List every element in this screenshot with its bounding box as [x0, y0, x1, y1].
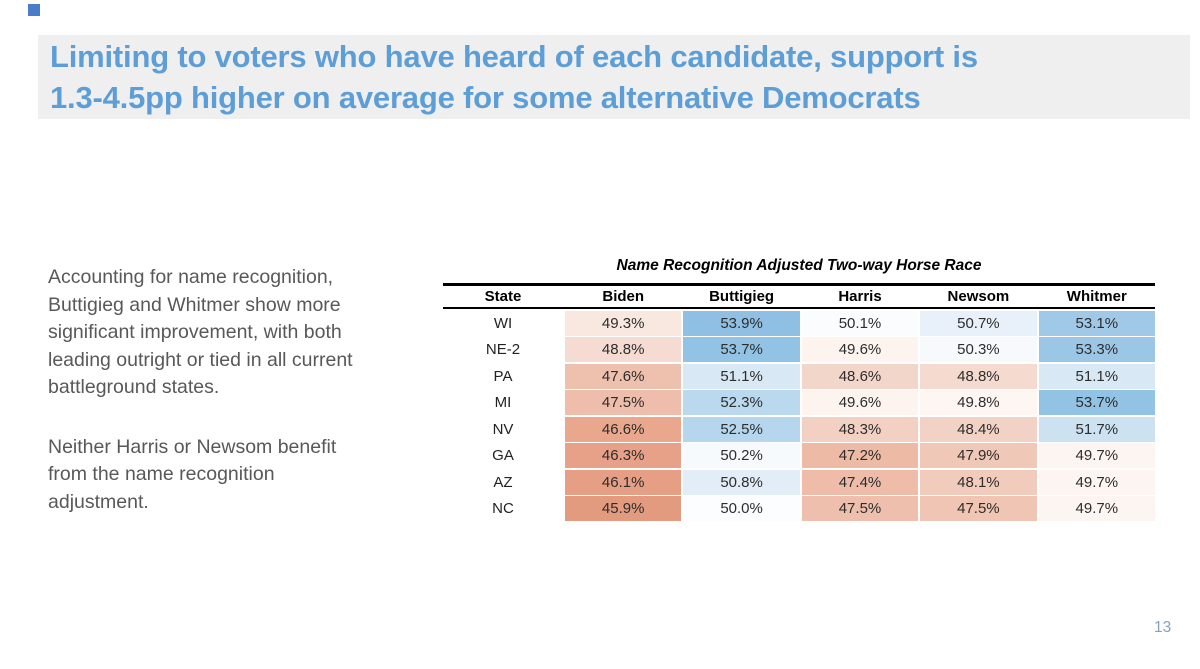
col-header-state: State [484, 288, 522, 305]
state-cell: PA [443, 363, 563, 389]
horse-race-table: Name Recognition Adjusted Two-way Horse … [443, 257, 1155, 521]
state-cell: MI [443, 390, 563, 415]
value-cell: 48.1% [920, 469, 1037, 495]
state-cell: GA [443, 443, 563, 468]
value-cell: 49.7% [1038, 469, 1155, 495]
col-header-harris: Harris [838, 288, 882, 305]
value-cell: 48.3% [801, 416, 919, 442]
value-cell: 53.7% [1038, 390, 1155, 415]
value-cell: 48.8% [565, 337, 682, 362]
col-header-newsom: Newsom [947, 288, 1010, 305]
value-cell: 51.1% [1038, 363, 1155, 389]
value-cell: 47.2% [801, 443, 919, 468]
value-cell: 49.6% [801, 390, 919, 415]
table-title: Name Recognition Adjusted Two-way Horse … [616, 257, 982, 274]
table-header-row: State Biden Buttigieg Harris Newsom Whit… [443, 283, 1155, 309]
value-cell: 47.6% [565, 363, 682, 389]
value-cell: 47.5% [920, 496, 1037, 521]
value-cell: 51.1% [683, 363, 800, 389]
page-number: 13 [1154, 619, 1172, 636]
state-cell: WI [443, 310, 563, 336]
value-cell: 50.8% [683, 469, 800, 495]
state-cell: NE-2 [443, 337, 563, 362]
value-cell: 52.3% [683, 390, 800, 415]
table-row: GA 46.3% 50.2% 47.2% 47.9% 49.7% [443, 443, 1155, 468]
table-row: NC 45.9% 50.0% 47.5% 47.5% 49.7% [443, 496, 1155, 521]
value-cell: 48.4% [920, 416, 1037, 442]
value-cell: 50.3% [920, 337, 1037, 362]
col-header-biden: Biden [602, 288, 645, 305]
table-row: AZ 46.1% 50.8% 47.4% 48.1% 49.7% [443, 469, 1155, 495]
commentary-paragraph-2: Neither Harris or Newsom benefit from th… [48, 435, 337, 513]
value-cell: 53.3% [1038, 337, 1155, 362]
value-cell: 48.6% [801, 363, 919, 389]
value-cell: 49.8% [920, 390, 1037, 415]
value-cell: 49.7% [1038, 443, 1155, 468]
value-cell: 50.0% [683, 496, 800, 521]
value-cell: 49.3% [565, 310, 682, 336]
value-cell: 53.9% [683, 310, 800, 336]
table-row: PA 47.6% 51.1% 48.6% 48.8% 51.1% [443, 363, 1155, 389]
value-cell: 50.7% [920, 310, 1037, 336]
slide-title-block: Limiting to voters who have heard of eac… [38, 35, 1190, 119]
state-cell: AZ [443, 469, 563, 495]
value-cell: 49.6% [801, 337, 919, 362]
slide-title-line-2: 1.3-4.5pp higher on average for some alt… [50, 80, 921, 115]
table-body: WI 49.3% 53.9% 50.1% 50.7% 53.1% NE-2 48.8% 53.7… [443, 310, 1155, 521]
value-cell: 45.9% [565, 496, 682, 521]
value-cell: 53.7% [683, 337, 800, 362]
value-cell: 47.5% [565, 390, 682, 415]
col-header-buttigieg: Buttigieg [709, 288, 775, 305]
state-cell: NV [443, 416, 563, 442]
value-cell: 47.5% [801, 496, 919, 521]
commentary-paragraph-1: Accounting for name recognition, Buttigi… [48, 266, 353, 398]
value-cell: 50.2% [683, 443, 800, 468]
value-cell: 52.5% [683, 416, 800, 442]
value-cell: 47.9% [920, 443, 1037, 468]
value-cell: 46.3% [565, 443, 682, 468]
value-cell: 53.1% [1038, 310, 1155, 336]
table-row: MI 47.5% 52.3% 49.6% 49.8% 53.7% [443, 390, 1155, 415]
slide-accent-square [28, 4, 40, 16]
table-row: NE-2 48.8% 53.7% 49.6% 50.3% 53.3% [443, 337, 1155, 362]
table-row: NV 46.6% 52.5% 48.3% 48.4% 51.7% [443, 416, 1155, 442]
col-header-whitmer: Whitmer [1066, 288, 1127, 305]
commentary-text: Accounting for name recognition, Buttigi… [48, 264, 374, 548]
value-cell: 48.8% [920, 363, 1037, 389]
value-cell: 46.1% [565, 469, 682, 495]
value-cell: 51.7% [1038, 416, 1155, 442]
value-cell: 47.4% [801, 469, 919, 495]
table-row: WI 49.3% 53.9% 50.1% 50.7% 53.1% [443, 310, 1155, 336]
state-cell: NC [443, 496, 563, 521]
value-cell: 46.6% [565, 416, 682, 442]
slide-title-line-1: Limiting to voters who have heard of eac… [50, 39, 978, 74]
value-cell: 50.1% [801, 310, 919, 336]
value-cell: 49.7% [1038, 496, 1155, 521]
